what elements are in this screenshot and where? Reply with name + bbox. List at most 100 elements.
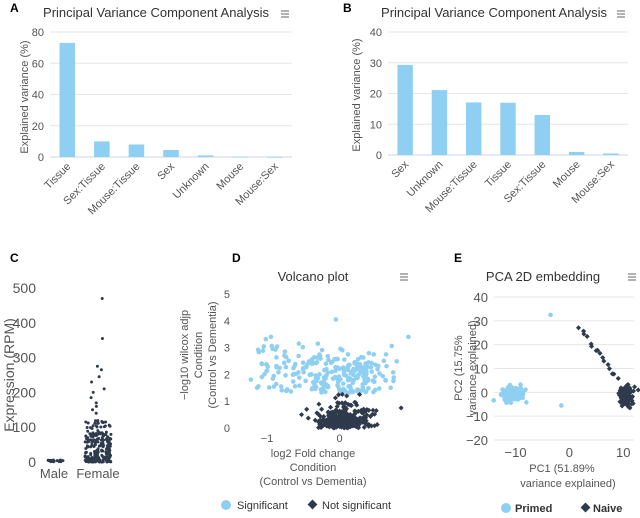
data-point-significant [361, 374, 366, 379]
panel-b-menu-icon[interactable] [617, 10, 625, 18]
data-point-primed [515, 394, 521, 400]
y-tick-label: 0 [481, 385, 488, 400]
data-point-significant [372, 374, 378, 379]
data-point-not-significant [357, 415, 363, 421]
data-point [90, 456, 94, 460]
data-point-significant [380, 373, 386, 379]
data-point-not-significant [298, 412, 305, 418]
data-point-significant [300, 360, 306, 365]
data-point-not-significant [347, 424, 353, 430]
data-point-not-significant [373, 408, 379, 414]
y-tick-label: 10 [370, 119, 382, 131]
panel-e-y-axis-line: variance explained) [467, 320, 479, 415]
data-point [98, 444, 102, 448]
panel-d: D Volcano plot −log10 wilcox adjp Condit… [179, 251, 411, 512]
y-tick-label: 1 [224, 396, 230, 408]
legend-not-significant-label[interactable]: Not significant [322, 500, 391, 512]
panel-e-x-axis-line: variance explained) [520, 478, 615, 490]
data-point [107, 438, 111, 442]
panel-d-y-axis-title: −log10 wilcox adjp Condition (Control vs… [179, 302, 219, 409]
data-point-significant [281, 360, 287, 366]
panel-c-y-axis-title: Expression (RPM) [1, 318, 17, 432]
data-point-not-significant [315, 411, 322, 417]
panel-letter-a: A [10, 1, 19, 15]
data-point-significant [284, 387, 290, 392]
legend-primed-marker[interactable] [501, 503, 511, 513]
bar [197, 155, 214, 157]
data-point-significant [381, 358, 387, 364]
data-point [97, 459, 101, 463]
data-point-naive [628, 395, 634, 401]
data-point [90, 443, 94, 447]
panel-letter-d: D [232, 251, 241, 265]
data-point-significant [384, 363, 389, 369]
data-point-significant [370, 378, 375, 383]
data-point-naive [584, 333, 590, 339]
data-point-significant [364, 364, 370, 370]
panel-e-title: PCA 2D embedding [486, 269, 600, 284]
legend-primed-label[interactable]: Primed [515, 503, 552, 515]
data-point-significant [274, 365, 279, 370]
data-point [108, 424, 112, 428]
y-tick-label: 0 [38, 152, 44, 164]
data-point-not-significant [305, 415, 311, 421]
data-point-not-significant [357, 391, 363, 398]
data-point-significant [261, 344, 267, 349]
data-point [106, 445, 110, 449]
data-point-not-significant [370, 407, 376, 413]
data-point [108, 459, 112, 463]
data-point-significant [309, 386, 315, 392]
data-point [100, 296, 104, 300]
bar [94, 141, 110, 157]
data-point-significant [406, 334, 411, 340]
y-tick-label: 4 [224, 316, 230, 328]
data-point-not-significant [328, 419, 334, 425]
data-point [93, 443, 97, 447]
data-point-significant [321, 384, 327, 390]
bar [397, 64, 413, 155]
data-point-not-significant [368, 423, 375, 429]
data-point-significant [354, 375, 360, 381]
data-point-significant [264, 362, 269, 367]
panel-e-menu-icon[interactable] [628, 273, 636, 281]
panel-d-menu-icon[interactable] [400, 273, 408, 281]
data-point [94, 424, 98, 428]
data-point-significant [309, 356, 315, 362]
legend-significant-label[interactable]: Significant [237, 500, 288, 512]
y-tick-label: 5 [224, 289, 230, 301]
data-point-significant [297, 375, 302, 380]
data-point [103, 424, 107, 428]
data-point-naive [619, 393, 625, 399]
legend-naive-marker[interactable] [580, 502, 591, 513]
data-point-significant [307, 372, 313, 378]
data-point-significant [292, 384, 298, 389]
data-point-significant [318, 356, 323, 361]
data-point-significant [360, 355, 366, 360]
data-point [100, 336, 104, 340]
data-point [94, 401, 98, 405]
data-point-significant [303, 378, 308, 384]
data-point-significant [369, 369, 374, 374]
legend-naive-label[interactable]: Naive [593, 503, 622, 515]
data-point [103, 433, 107, 437]
panel-e-y-axis-title: PC2 (15.75% variance explained) [453, 320, 479, 415]
data-point-significant [375, 366, 380, 372]
data-point [87, 460, 91, 464]
data-point-naive [632, 384, 638, 390]
data-point-significant [306, 360, 312, 365]
data-point [93, 421, 97, 425]
x-tick-label: Sex [389, 158, 411, 180]
data-point [99, 441, 103, 445]
y-tick-label: 100 [13, 419, 37, 435]
data-point-naive [623, 390, 630, 396]
data-point-not-significant [327, 404, 334, 410]
data-point [104, 420, 108, 424]
data-point-significant [342, 357, 347, 362]
legend-not-significant-marker[interactable] [307, 499, 318, 510]
legend-significant-marker[interactable] [221, 500, 231, 510]
panel-a-menu-icon[interactable] [281, 10, 289, 18]
x-tick-label: Unknown [171, 161, 212, 202]
data-point [99, 368, 103, 372]
data-point-primed [524, 400, 529, 405]
